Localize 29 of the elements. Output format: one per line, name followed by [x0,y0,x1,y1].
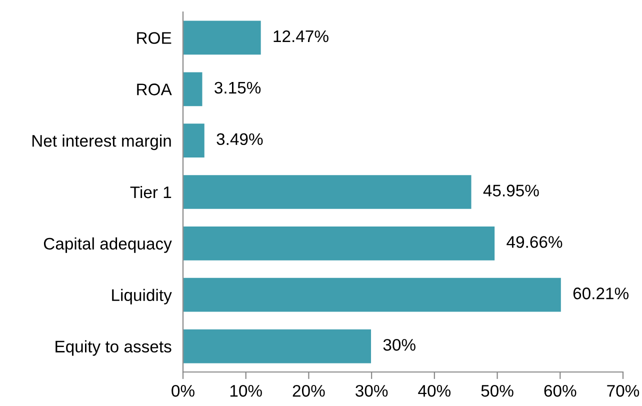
y-tick-label: Liquidity [112,288,172,304]
data-label: 3.49% [216,133,263,146]
x-tick-label: 20% [292,384,325,397]
bar [183,276,562,313]
y-tick-label: Net interest margin [32,134,171,150]
y-tick-label: ROE [137,32,172,44]
data-label: 45.95% [483,184,539,196]
bar [183,328,372,364]
data-label: 30% [383,338,416,351]
data-label: 12.47% [274,30,328,42]
x-tick-label: 0% [172,384,194,397]
data-label: 3.15% [214,82,261,94]
x-tick-label: 50% [481,384,514,397]
y-tick-label: Tier 1 [130,186,172,198]
x-tick-label: 40% [418,384,451,397]
y-tick-label: ROA [137,84,172,96]
data-label: 60.21% [573,288,629,300]
bar [183,174,472,210]
bar [183,20,262,56]
bar [183,225,496,262]
x-tick-label: 70% [607,384,640,397]
x-tick-label: 30% [356,384,388,397]
y-tick-label: Capital adequacy [44,237,172,253]
x-tick-label: 10% [230,384,262,397]
bar [183,71,204,108]
y-tick-label: Equity to assets [56,340,172,356]
data-label: 49.66% [506,236,562,248]
x-tick-label: 60% [544,384,576,397]
bar [183,122,206,159]
